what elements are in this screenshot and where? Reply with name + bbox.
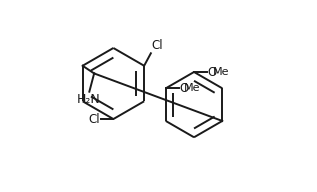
- Text: O: O: [179, 82, 189, 95]
- Text: Me: Me: [212, 67, 229, 77]
- Text: Cl: Cl: [88, 113, 100, 126]
- Text: H₂N: H₂N: [76, 93, 100, 106]
- Text: Me: Me: [184, 83, 201, 93]
- Text: O: O: [208, 65, 217, 79]
- Text: Cl: Cl: [152, 39, 164, 52]
